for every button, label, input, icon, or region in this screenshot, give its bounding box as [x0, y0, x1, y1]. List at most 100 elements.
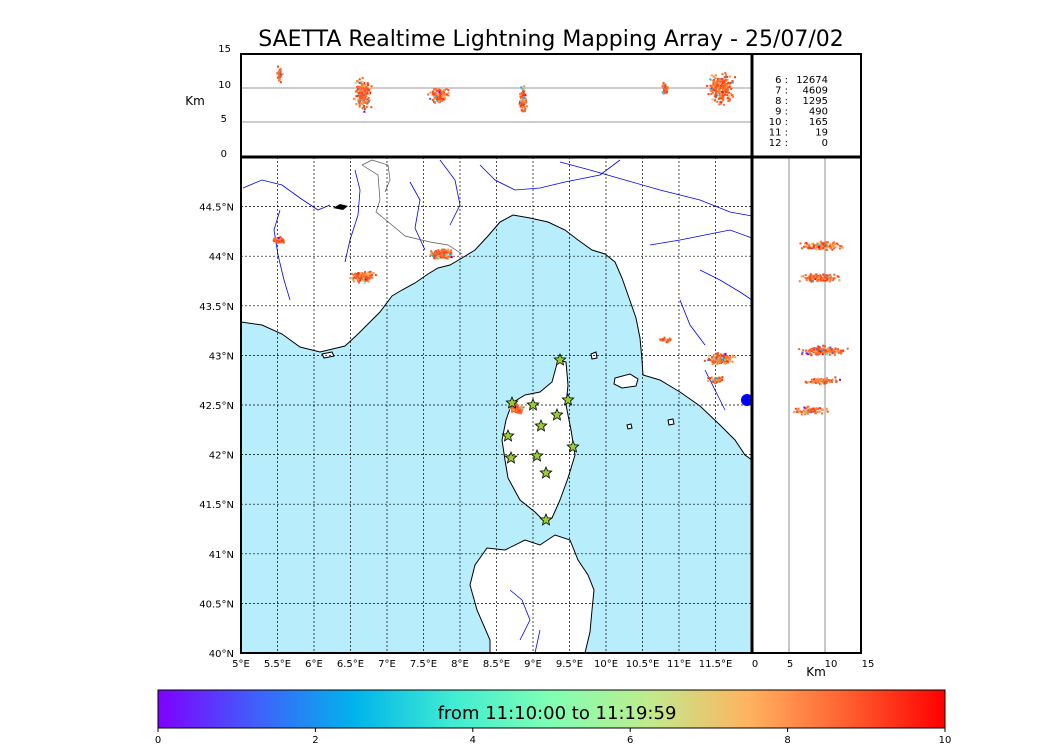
altitude-source [362, 105, 365, 108]
side-source [823, 382, 826, 385]
lightning-source [716, 360, 719, 362]
altitude-source [521, 94, 524, 97]
side-source [815, 407, 818, 410]
altitude-source [445, 88, 448, 90]
lightning-source [364, 279, 367, 282]
altitude-source [730, 92, 732, 95]
side-source [837, 349, 840, 352]
lat-label: 44°N [209, 252, 234, 263]
lightning-source [360, 279, 363, 282]
altitude-source [662, 81, 665, 84]
lat-label: 40°N [209, 649, 234, 660]
altitude-source [278, 75, 281, 78]
altitude-source [519, 95, 522, 98]
altitude-source [729, 75, 731, 78]
lightning-source [669, 339, 671, 342]
lightning-source [430, 251, 433, 254]
altitude-source [365, 86, 368, 89]
side-source [812, 407, 815, 410]
altitude-source [443, 97, 446, 100]
side-source [832, 241, 835, 244]
lightning-source [439, 252, 441, 255]
side-source [837, 275, 840, 278]
lightning-source [716, 353, 719, 356]
altitude-source [724, 93, 726, 96]
lightning-source [514, 402, 517, 405]
altitude-source [713, 94, 716, 97]
lightning-source [441, 248, 443, 251]
side-source [805, 241, 808, 244]
altitude-source [522, 98, 525, 101]
side-source [826, 350, 829, 353]
altitude-source [720, 89, 723, 92]
lightning-source [712, 380, 715, 383]
altitude-source [725, 78, 727, 81]
side-source [819, 351, 822, 354]
count-value: 490 [809, 107, 828, 118]
side-source [819, 240, 822, 243]
side-tick-15: 15 [862, 659, 875, 670]
altitude-source [524, 107, 527, 110]
side-source [834, 348, 837, 351]
altitude-source [436, 94, 439, 97]
side-source [831, 352, 834, 355]
altitude-source [722, 86, 725, 89]
side-source [807, 353, 810, 355]
country-borders [361, 159, 463, 255]
altitude-source [360, 88, 363, 91]
lightning-source [356, 275, 359, 278]
lightning-source [447, 248, 450, 251]
side-source [810, 280, 813, 283]
lightning-source [708, 354, 710, 357]
side-source [804, 274, 807, 276]
side-source [820, 378, 823, 381]
altitude-source [443, 89, 445, 92]
altitude-tick-15: 15 [218, 44, 231, 55]
lightning-source [711, 358, 714, 361]
altitude-source [714, 90, 717, 93]
altitude-source [355, 95, 358, 98]
altitude-source [367, 92, 370, 95]
lightning-source [368, 277, 371, 280]
side-source [831, 248, 834, 251]
lightning-source [440, 254, 443, 257]
side-source [828, 274, 831, 277]
lightning-source [731, 360, 734, 363]
altitude-source [436, 92, 439, 95]
altitude-source [726, 94, 729, 97]
altitude-source [732, 95, 734, 98]
lightning-source [353, 276, 356, 279]
altitude-source [366, 98, 369, 101]
side-source [833, 273, 836, 276]
side-source [831, 245, 834, 248]
altitude-source [727, 96, 730, 99]
side-source [826, 377, 828, 379]
lightning-source [282, 240, 285, 243]
side-source [829, 243, 832, 246]
altitude-source [431, 98, 434, 101]
lightning-source [729, 357, 732, 360]
lightning-source [353, 280, 355, 283]
lon-label: 9°E [524, 659, 542, 670]
altitude-source [725, 82, 728, 85]
side-source [824, 409, 827, 412]
lightning-source [371, 276, 374, 279]
lightning-source [432, 252, 435, 255]
lightning-source [450, 249, 453, 252]
elba-island [613, 373, 639, 389]
altitude-source [359, 91, 362, 94]
colorbar-tick-8: 8 [784, 735, 790, 746]
altitude-source [725, 90, 728, 93]
lightning-source [369, 276, 372, 279]
side-source [817, 277, 820, 279]
side-source [828, 353, 831, 356]
lightning-source [725, 360, 728, 363]
lightning-source [435, 257, 438, 260]
altitude-source [366, 101, 369, 104]
lightning-source [358, 277, 361, 280]
lightning-source [711, 356, 714, 359]
count-label: 7 : [775, 86, 788, 97]
lon-label: 7.5°E [410, 659, 437, 670]
altitude-source [434, 101, 437, 104]
